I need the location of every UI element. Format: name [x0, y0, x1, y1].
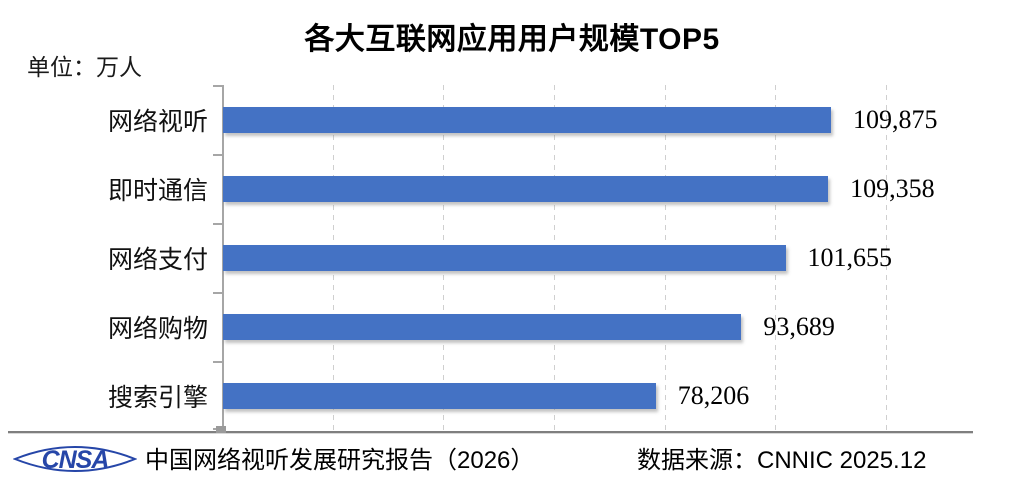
bar	[223, 382, 656, 409]
bar	[223, 106, 831, 133]
axis-tick	[213, 223, 222, 225]
axis-tick	[213, 85, 222, 87]
gridline	[886, 85, 887, 430]
svg-text:CNSA: CNSA	[42, 446, 109, 474]
axis-tick	[213, 361, 222, 363]
footer-divider	[8, 431, 973, 434]
bar-row: 网络支付 101,655	[108, 223, 1012, 292]
value-label: 109,358	[850, 173, 935, 203]
bar-row: 网络视听 109,875	[108, 85, 1012, 154]
bar	[223, 175, 829, 202]
bar	[223, 313, 742, 340]
cnsa-logo: CNSA	[13, 446, 137, 474]
value-label: 101,655	[807, 242, 893, 272]
axis-tick	[213, 154, 222, 156]
category-label: 网络支付	[107, 246, 208, 274]
report-source-text: 中国网络视听发展研究报告（2026）	[145, 447, 535, 474]
plot-area: 网络视听 109,875 即时通信 109,358 网络支付 101,655 网络购物 93,…	[108, 85, 1012, 430]
bar-row: 即时通信 109,358	[108, 154, 1012, 223]
value-label: 78,206	[677, 380, 750, 410]
category-label: 搜索引擎	[107, 384, 208, 412]
category-label: 网络购物	[107, 315, 208, 343]
axis-foot-mark	[216, 426, 226, 433]
data-source-text: 数据来源：CNNIC 2025.12	[637, 447, 927, 474]
bar-row: 网络购物 93,689	[108, 292, 1012, 361]
bar	[223, 244, 786, 271]
bar-row: 搜索引擎 78,206	[108, 361, 1012, 430]
chart-title: 各大互联网应用用户规模TOP5	[304, 23, 720, 56]
value-label: 109,875	[853, 104, 938, 134]
axis-tick	[213, 292, 222, 294]
value-label: 93,689	[763, 311, 835, 341]
category-label: 网络视听	[107, 108, 208, 136]
category-label: 即时通信	[107, 177, 208, 205]
unit-label: 单位：万人	[27, 55, 142, 80]
